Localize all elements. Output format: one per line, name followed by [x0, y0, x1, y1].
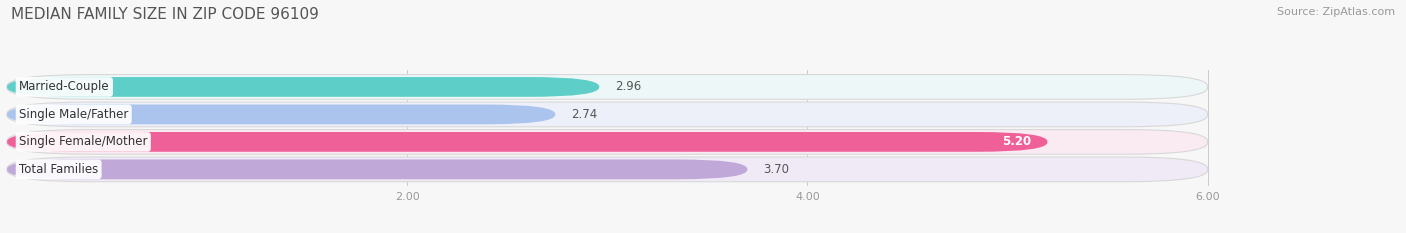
FancyBboxPatch shape	[7, 130, 1208, 154]
FancyBboxPatch shape	[7, 102, 1208, 127]
Text: 2.96: 2.96	[616, 80, 641, 93]
Text: Single Female/Mother: Single Female/Mother	[20, 135, 148, 148]
Text: Single Male/Father: Single Male/Father	[20, 108, 128, 121]
FancyBboxPatch shape	[7, 105, 555, 124]
Text: 5.20: 5.20	[1002, 135, 1032, 148]
FancyBboxPatch shape	[7, 157, 1208, 182]
Text: Source: ZipAtlas.com: Source: ZipAtlas.com	[1277, 7, 1395, 17]
FancyBboxPatch shape	[7, 159, 748, 179]
Text: Total Families: Total Families	[20, 163, 98, 176]
Text: 3.70: 3.70	[763, 163, 789, 176]
Text: Married-Couple: Married-Couple	[20, 80, 110, 93]
FancyBboxPatch shape	[7, 75, 1208, 99]
Text: 2.74: 2.74	[571, 108, 598, 121]
FancyBboxPatch shape	[7, 132, 1047, 152]
FancyBboxPatch shape	[7, 77, 599, 97]
Text: MEDIAN FAMILY SIZE IN ZIP CODE 96109: MEDIAN FAMILY SIZE IN ZIP CODE 96109	[11, 7, 319, 22]
